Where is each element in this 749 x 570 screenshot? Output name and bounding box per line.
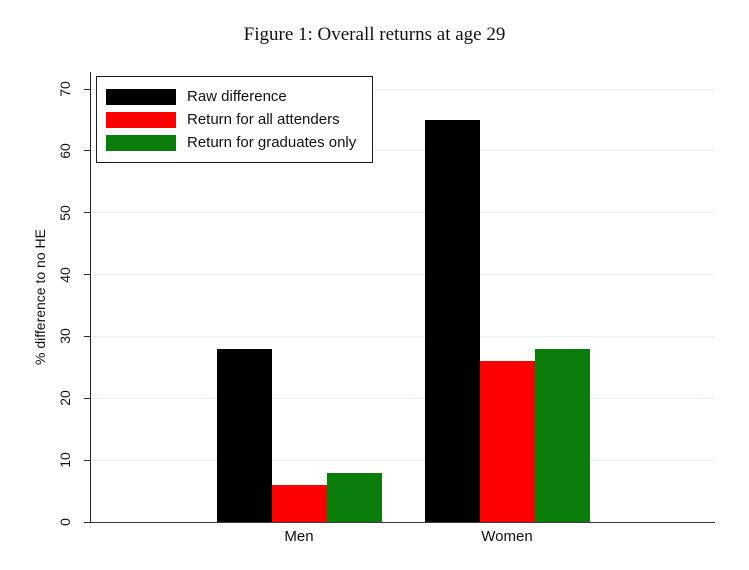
legend-swatch-icon — [106, 111, 176, 128]
gridline-30 — [91, 335, 715, 337]
y-tick-30 — [84, 335, 90, 337]
y-tick-label-50: 50 — [57, 204, 73, 221]
y-axis-label: % difference to no HE — [32, 229, 48, 365]
y-tick-0 — [84, 521, 90, 523]
y-tick-label-40: 40 — [57, 266, 73, 283]
bar-men-return-for-all-attenders — [271, 484, 327, 522]
y-tick-70 — [84, 88, 90, 90]
x-category-label-women: Women — [481, 528, 533, 545]
gridline-60 — [91, 150, 715, 152]
y-tick-label-30: 30 — [57, 328, 73, 345]
chart-title: Figure 1: Overall returns at age 29 — [243, 24, 506, 45]
legend-row: Raw difference — [106, 85, 356, 108]
bar-women-return-for-graduates-only — [534, 348, 590, 522]
legend-label: Return for graduates only — [187, 134, 357, 151]
bar-men-raw-difference — [216, 348, 272, 522]
legend-swatch-icon — [106, 88, 176, 105]
plot-area: % difference to no HE Raw difference Retu… — [32, 72, 715, 545]
gridline-20 — [91, 397, 715, 399]
y-tick-50 — [84, 212, 90, 214]
y-tick-label-10: 10 — [57, 452, 73, 468]
legend-row: Return for graduates only — [106, 131, 356, 154]
y-tick-20 — [84, 397, 90, 399]
legend-label: Raw difference — [187, 88, 287, 105]
x-category-label-men: Men — [284, 528, 314, 545]
legend: Raw difference Return for all attenders Re… — [96, 76, 374, 163]
legend-row: Return for all attenders — [106, 108, 356, 131]
y-tick-label-60: 60 — [57, 143, 73, 159]
gridline-40 — [91, 274, 715, 276]
bar-men-return-for-graduates-only — [326, 472, 382, 522]
legend-swatch-icon — [106, 134, 176, 151]
legend-label: Return for all attenders — [187, 111, 340, 128]
y-tick-60 — [84, 150, 90, 152]
y-tick-10 — [84, 459, 90, 461]
bar-women-return-for-all-attenders — [479, 361, 535, 522]
gridline-50 — [91, 212, 715, 214]
y-tick-40 — [84, 274, 90, 276]
y-tick-label-0: 0 — [57, 518, 73, 526]
gridline-70 — [91, 88, 715, 90]
y-tick-label-70: 70 — [57, 81, 73, 97]
y-tick-label-20: 20 — [57, 390, 73, 407]
bar-women-raw-difference — [424, 119, 480, 522]
gridline-10 — [91, 459, 715, 461]
